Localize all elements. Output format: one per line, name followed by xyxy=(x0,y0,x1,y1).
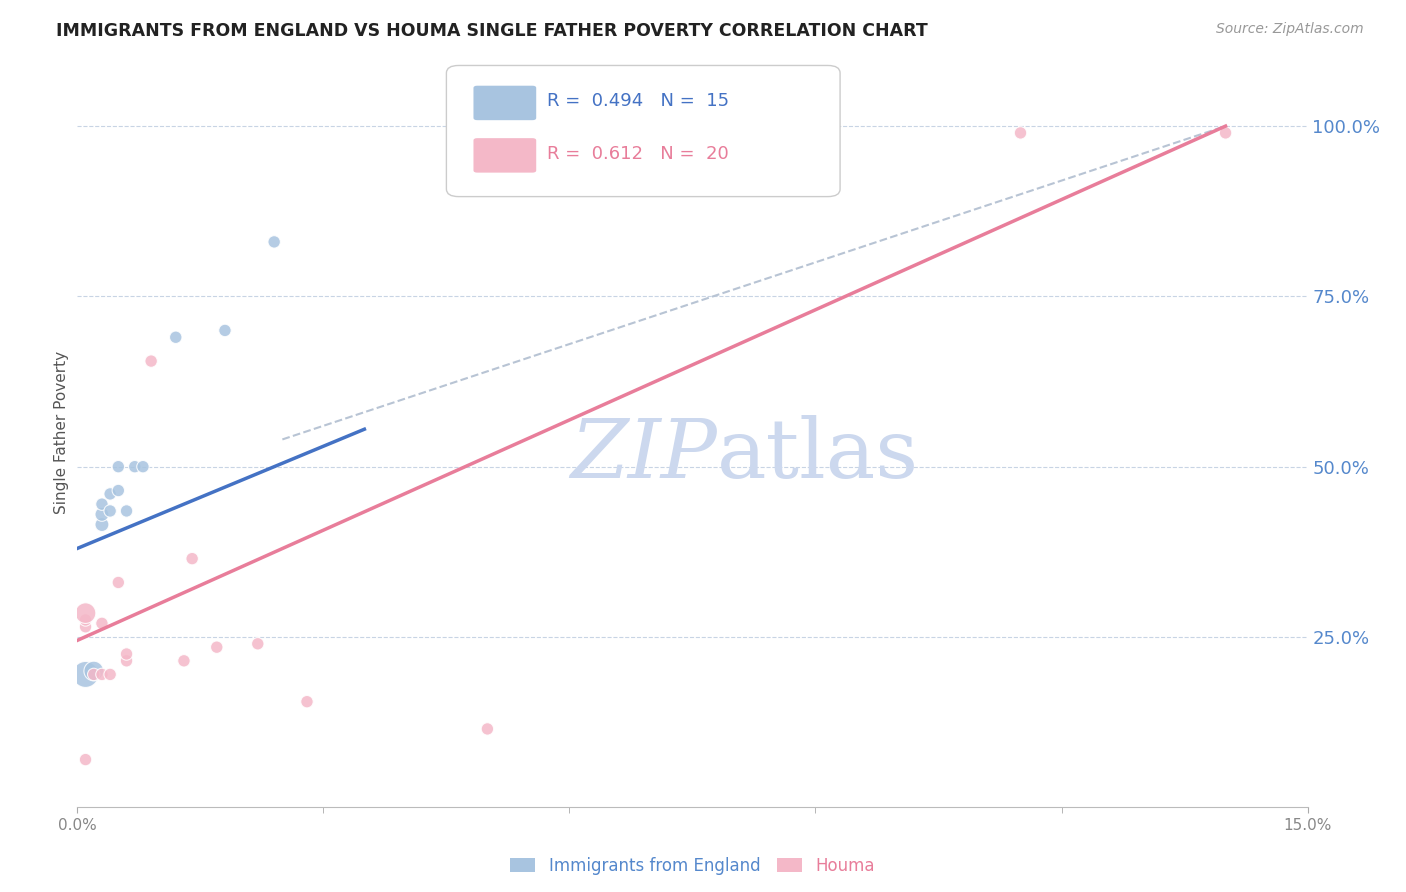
Point xyxy=(75,613,97,627)
Y-axis label: Single Father Poverty: Single Father Poverty xyxy=(53,351,69,514)
Point xyxy=(98,667,121,681)
Text: R =  0.612   N =  20: R = 0.612 N = 20 xyxy=(547,145,730,163)
Point xyxy=(107,575,129,590)
Point xyxy=(107,483,129,498)
Point xyxy=(83,667,105,681)
Point xyxy=(115,504,138,518)
Point xyxy=(75,606,97,620)
Point xyxy=(477,722,499,736)
FancyBboxPatch shape xyxy=(474,138,536,173)
Point xyxy=(214,323,236,337)
Point xyxy=(90,616,114,631)
Point xyxy=(90,667,114,681)
Point xyxy=(173,654,195,668)
Point xyxy=(90,517,114,532)
Point xyxy=(107,459,129,474)
Point xyxy=(246,637,269,651)
Point xyxy=(98,504,121,518)
Point xyxy=(115,654,138,668)
Text: IMMIGRANTS FROM ENGLAND VS HOUMA SINGLE FATHER POVERTY CORRELATION CHART: IMMIGRANTS FROM ENGLAND VS HOUMA SINGLE … xyxy=(56,22,928,40)
Point xyxy=(1010,126,1032,140)
Text: atlas: atlas xyxy=(717,415,920,495)
FancyBboxPatch shape xyxy=(474,86,536,120)
Point xyxy=(124,459,146,474)
Point xyxy=(90,497,114,511)
Point xyxy=(1215,126,1237,140)
Legend: Immigrants from England, Houma: Immigrants from England, Houma xyxy=(503,850,882,881)
Point xyxy=(132,459,155,474)
Point xyxy=(181,551,204,566)
Point xyxy=(83,664,105,678)
Point xyxy=(75,620,97,634)
Point xyxy=(115,647,138,661)
Point xyxy=(90,508,114,522)
Point xyxy=(263,235,285,249)
Point xyxy=(205,640,228,655)
Point xyxy=(165,330,187,344)
Point xyxy=(98,487,121,501)
Point xyxy=(75,667,97,681)
Point xyxy=(295,695,318,709)
Point xyxy=(75,753,97,767)
Text: R =  0.494   N =  15: R = 0.494 N = 15 xyxy=(547,93,730,111)
Point xyxy=(141,354,163,368)
FancyBboxPatch shape xyxy=(447,65,841,196)
Text: ZIP: ZIP xyxy=(571,415,717,495)
Text: Source: ZipAtlas.com: Source: ZipAtlas.com xyxy=(1216,22,1364,37)
